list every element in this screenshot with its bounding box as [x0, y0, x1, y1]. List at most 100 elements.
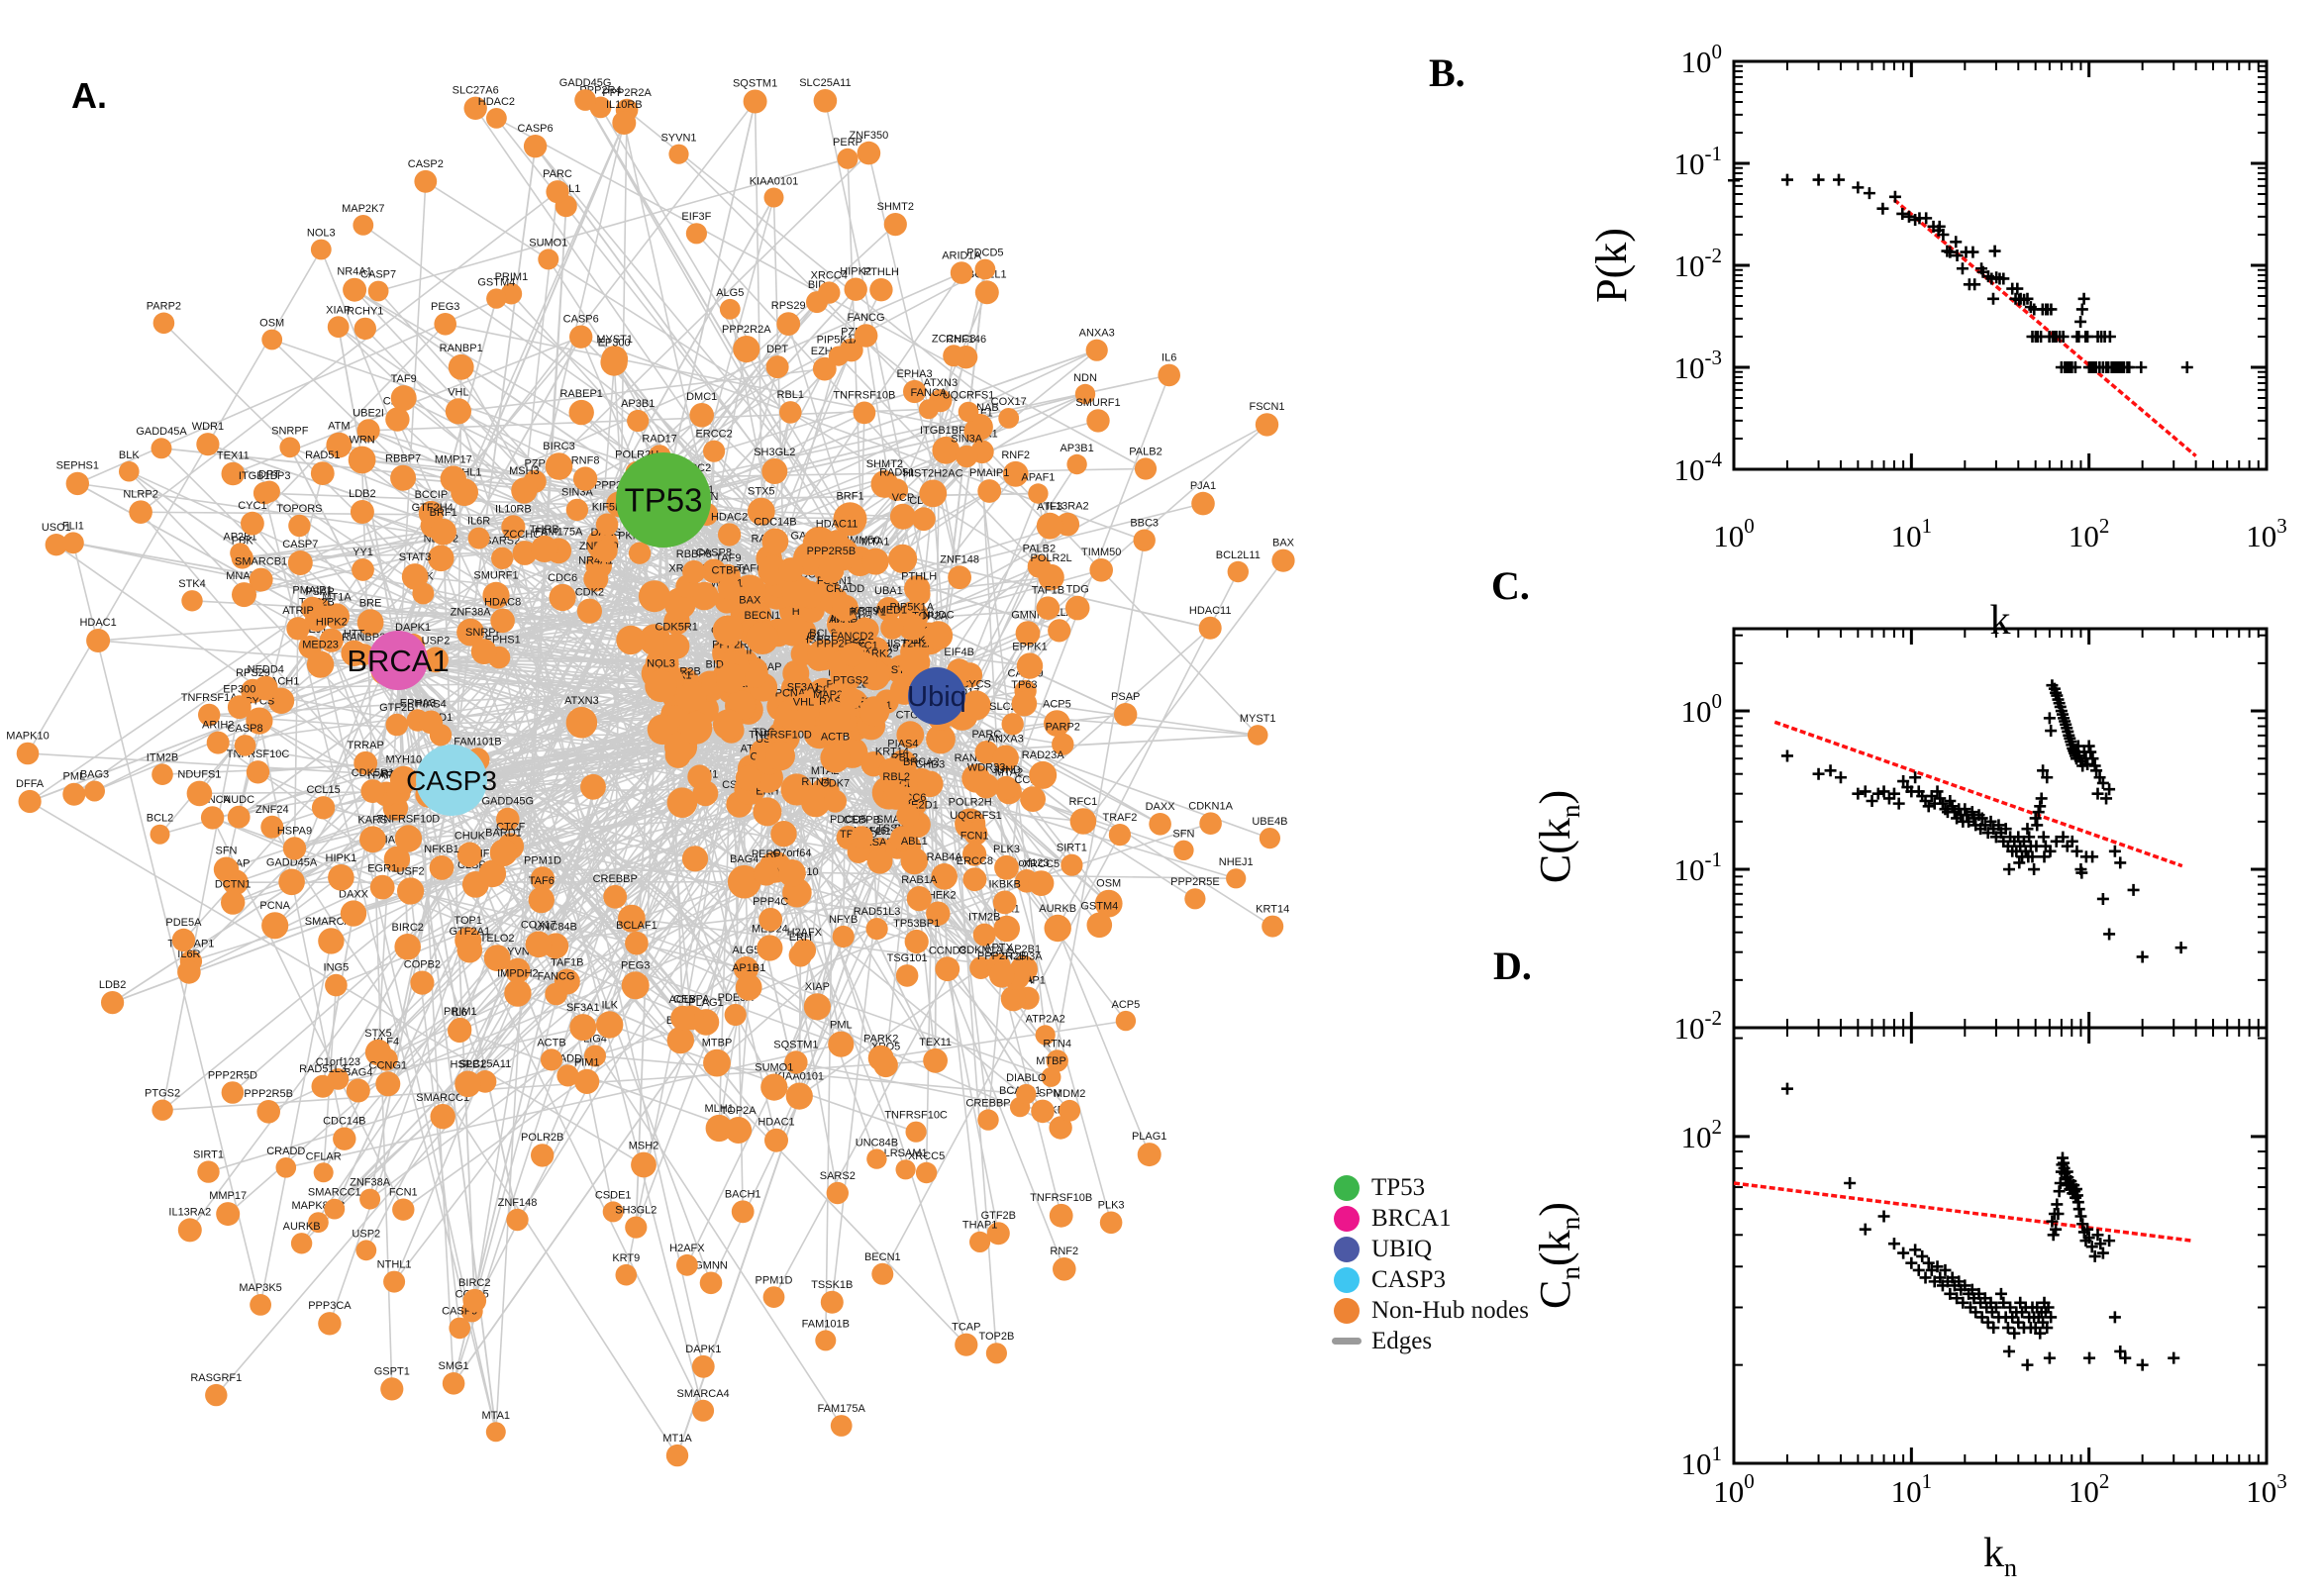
node-label: ARIH2	[202, 720, 234, 732]
hub-edge	[451, 728, 663, 781]
data-point-marker	[2108, 845, 2121, 857]
network-node	[674, 679, 707, 712]
node-label: CTCF	[496, 821, 526, 833]
node-label: HTT	[344, 629, 365, 641]
network-node	[454, 1070, 481, 1098]
tick-label: 100	[1681, 689, 1723, 729]
network-node	[340, 900, 367, 927]
node-label: GADD45G	[482, 796, 535, 808]
node-label: NDN	[1073, 372, 1097, 384]
data-point-marker	[1888, 190, 1901, 203]
network-node	[512, 541, 538, 565]
node-label: ZNF148	[940, 553, 979, 565]
node-label: MTBP	[702, 1038, 733, 1049]
data-point-marker	[1937, 228, 1950, 241]
node-label: DAPK1	[395, 622, 431, 634]
network-node	[1036, 596, 1060, 620]
network-node	[445, 398, 471, 425]
hub-edge	[112, 695, 938, 1004]
network-edge	[762, 752, 882, 1058]
network-edge	[393, 571, 695, 1282]
network-node	[1035, 1025, 1056, 1046]
node-label: MTA1	[482, 1410, 511, 1422]
data-point-marker	[1897, 1247, 1910, 1259]
node-label: WDR1	[192, 421, 224, 433]
network-node	[815, 1330, 837, 1351]
node-label: SUMO1	[755, 1062, 793, 1074]
data-point-marker	[1939, 1263, 1952, 1276]
node-label: EPHA3	[400, 697, 436, 709]
node-label: MSH2	[629, 1141, 659, 1152]
data-point-marker	[1852, 181, 1865, 194]
data-point-marker	[1986, 292, 1999, 305]
data-point-marker	[1919, 1271, 1932, 1284]
network-edge	[29, 607, 314, 803]
network-node	[950, 261, 973, 284]
network-node	[1016, 1083, 1037, 1105]
node-label: SEPHS1	[56, 460, 99, 472]
network-node	[760, 1073, 788, 1101]
node-label: TNFRSF1A	[181, 692, 239, 704]
network-node	[394, 934, 422, 960]
network-node	[871, 1262, 894, 1285]
network-edge	[336, 762, 874, 986]
legend-label: Edges	[1371, 1327, 1433, 1354]
network-node	[912, 507, 936, 532]
node-label: CASP7	[282, 539, 318, 550]
data-point-marker	[2136, 1358, 2149, 1371]
legend-label: CASP3	[1371, 1265, 1447, 1293]
node-label: BAG4	[730, 853, 758, 865]
node-label: ITM2B	[968, 912, 1000, 924]
network-node	[844, 277, 867, 301]
node-label: WDR33	[967, 761, 1006, 773]
node-label: USP2	[422, 635, 451, 647]
node-label: TEX11	[217, 450, 250, 462]
node-label: CASP2	[408, 158, 444, 170]
network-node	[725, 1117, 753, 1144]
network-node	[618, 904, 646, 933]
network-node	[354, 750, 378, 775]
node-label: PIAS4	[416, 699, 447, 711]
network-node	[882, 783, 910, 810]
network-node	[246, 707, 273, 735]
network-edge	[357, 833, 976, 1092]
network-edge	[208, 1021, 707, 1173]
network-node	[279, 437, 301, 458]
network-node	[152, 1099, 173, 1121]
network-node	[313, 1162, 334, 1183]
node-label: PPP2R2B	[977, 950, 1027, 962]
data-point-marker	[1871, 787, 1884, 800]
network-node	[216, 1202, 241, 1227]
network-node	[915, 1161, 938, 1184]
node-label: ARID1A	[942, 249, 981, 261]
node-label: TIMM50	[1081, 547, 1121, 558]
network-node	[826, 1181, 849, 1205]
node-label: XRCC5	[908, 1150, 945, 1162]
data-point-marker	[2091, 1229, 2104, 1242]
network-node	[602, 1201, 624, 1223]
network-node	[824, 789, 847, 813]
tick-label: 10-3	[1674, 346, 1723, 385]
network-node	[584, 1045, 606, 1067]
node-label: PPM1D	[756, 1274, 793, 1286]
network-node	[556, 1064, 579, 1087]
node-label: XRCC5	[1023, 858, 1060, 870]
network-node	[401, 563, 429, 590]
network-node	[319, 628, 344, 652]
node-label: C7orf64	[772, 848, 811, 859]
hub-edge	[451, 704, 976, 781]
network-node	[356, 609, 384, 637]
network-node	[354, 317, 376, 341]
node-label: MTA1	[861, 537, 890, 549]
node-label: GTF2H4	[412, 502, 454, 514]
node-label: GMNN	[694, 1260, 728, 1272]
node-label: RAD51	[879, 467, 914, 479]
network-node	[171, 928, 196, 952]
node-label: USO1	[42, 522, 71, 534]
node-label: MYST1	[596, 334, 633, 346]
legend-item-casp3: CASP3	[1334, 1264, 1529, 1295]
node-label: TCAP	[952, 1322, 980, 1334]
network-node	[747, 497, 775, 526]
network-node	[761, 528, 789, 555]
